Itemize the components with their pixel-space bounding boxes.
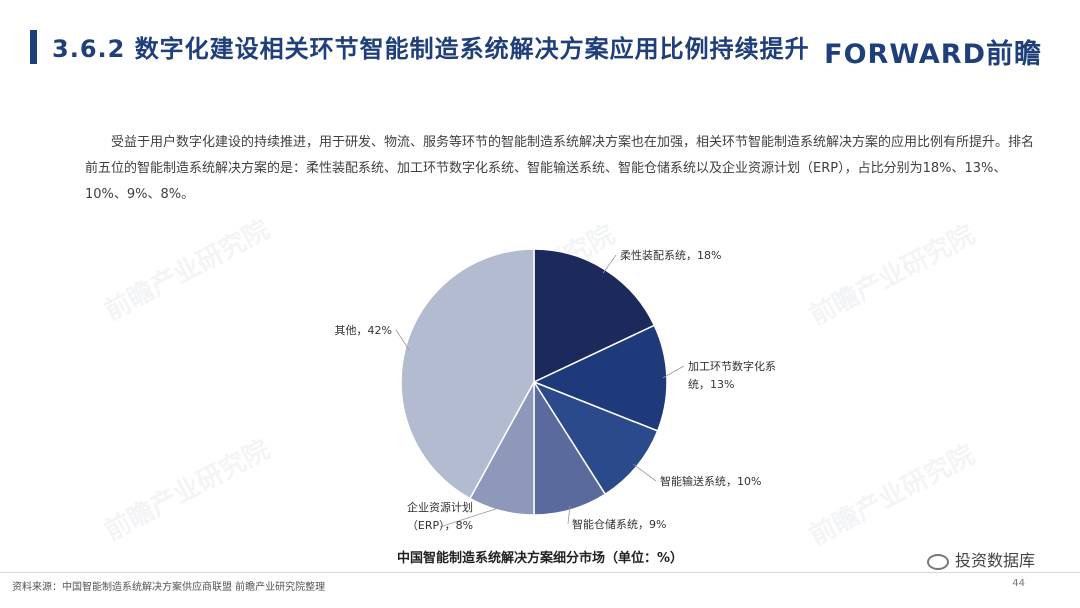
wechat-icon (926, 553, 949, 570)
pie-slice (532, 324, 668, 432)
source-note: 资料来源：中国智能制造系统解决方案供应商联盟 前瞻产业研究院整理 (12, 582, 326, 593)
leader-line (395, 329, 410, 351)
pie-slice (400, 248, 535, 500)
title-accent-bar (30, 30, 37, 64)
slice-label: 企业资源计划（ERP），8% (407, 500, 473, 532)
footer-divider (0, 572, 1080, 573)
forward-logo: FORWARD前瞻 (824, 39, 1042, 70)
slice-label: 其他，42% (335, 324, 392, 337)
slice-label: 柔性装配系统，18% (620, 248, 721, 262)
leader-line (662, 365, 685, 379)
slice-label: 智能仓储系统，9% (572, 517, 666, 531)
page-number: 44 (1012, 578, 1025, 589)
brand-text: 投资数据库 (954, 551, 1035, 570)
chart-title: 中国智能制造系统解决方案细分市场（单位：%） (396, 551, 684, 566)
slice-label: 智能输送系统，10% (660, 474, 761, 488)
brand-watermark: 投资数据库 (926, 547, 1035, 571)
slice-label: 加工环节数字化系统，13% (688, 359, 776, 391)
intro-paragraph: 受益于用户数字化建设的持续推进，用于研发、物流、服务等环节的智能制造系统解决方案… (85, 135, 1035, 202)
leader-line (567, 505, 571, 525)
leader-line (633, 463, 657, 482)
page-title: 3.6.2 数字化建设相关环节智能制造系统解决方案应用比例持续提升 (52, 35, 810, 63)
leader-line (439, 506, 503, 528)
leader-line (602, 254, 617, 274)
